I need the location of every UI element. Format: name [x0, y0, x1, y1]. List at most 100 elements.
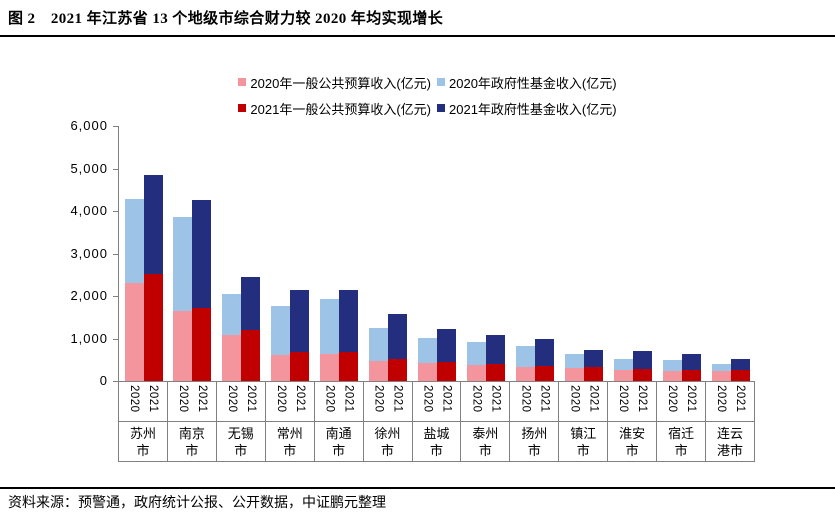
y-axis-tick [113, 253, 119, 255]
year-label-2021: 2021 [587, 385, 600, 413]
legend-swatch-budget-2021 [238, 104, 247, 112]
segment-budget-2020-镇江市 [564, 368, 584, 381]
bar-group-淮安市 [608, 126, 657, 381]
segment-fund-2020-连云港市 [711, 364, 731, 371]
year-label-2020: 2020 [715, 385, 728, 413]
plot-area [113, 126, 755, 382]
bar-2021-淮安市 [632, 350, 652, 381]
city-label-连云港市: 连云港市 [717, 426, 744, 458]
y-axis-label-2000: 2,000 [70, 288, 108, 303]
category-axis: 2020 2021 2020 2021 2020 2021 2020 2021 2020 2021… [118, 382, 755, 462]
year-label-2020: 2020 [519, 385, 532, 413]
year-label-2020: 2020 [225, 385, 238, 413]
y-axis-label-4000: 4,000 [70, 203, 108, 218]
legend-label-fund-2021: 2021年政府性基金收入(亿元) [449, 101, 617, 117]
year-cell-连云港市: 2020 2021 [706, 382, 755, 422]
bar-group-南通市 [315, 126, 364, 381]
segment-budget-2021-南京市 [192, 307, 212, 381]
segment-budget-2021-常州市 [290, 352, 310, 381]
bar-2020-南京市 [173, 216, 193, 381]
segment-fund-2021-无锡市 [241, 277, 261, 330]
segment-budget-2021-淮安市 [632, 369, 652, 381]
year-label-2021: 2021 [391, 385, 404, 413]
city-cell-常州市: 常州市 [265, 422, 315, 462]
year-label-2021: 2021 [734, 385, 747, 413]
city-cell-苏州市: 苏州市 [119, 422, 168, 462]
bar-group-连云港市 [706, 126, 755, 381]
bar-2021-无锡市 [241, 277, 261, 381]
bar-2020-盐城市 [418, 337, 438, 381]
legend-label-budget-2020: 2020年一般公共预算收入(亿元) [250, 75, 431, 91]
city-label-扬州市: 扬州市 [521, 426, 548, 458]
year-label-2021: 2021 [440, 385, 453, 413]
segment-fund-2020-扬州市 [515, 345, 535, 368]
segment-fund-2021-南京市 [192, 200, 212, 308]
year-label-2020: 2020 [176, 385, 189, 413]
year-cell-淮安市: 2020 2021 [608, 382, 658, 422]
bar-2020-扬州市 [515, 345, 535, 381]
year-cell-常州市: 2020 2021 [265, 382, 315, 422]
year-label-2021: 2021 [147, 385, 159, 413]
title-divider-line [0, 35, 835, 37]
segment-budget-2020-淮安市 [613, 370, 633, 381]
bar-group-苏州市 [119, 126, 168, 381]
city-label-镇江市: 镇江市 [570, 426, 597, 458]
segment-fund-2021-扬州市 [534, 338, 554, 367]
legend-row-2021: 2021年一般公共预算收入(亿元) 2021年政府性基金收入(亿元) [20, 95, 835, 121]
city-label-盐城市: 盐城市 [423, 426, 450, 458]
bar-2021-扬州市 [534, 338, 554, 381]
legend-swatch-fund-2021 [437, 104, 445, 112]
year-label-2020: 2020 [372, 385, 385, 413]
bar-2020-苏州市 [124, 198, 144, 381]
segment-fund-2020-无锡市 [222, 293, 242, 336]
year-label-2021: 2021 [244, 385, 257, 413]
year-cell-镇江市: 2020 2021 [559, 382, 609, 422]
source-divider-line [0, 487, 835, 489]
segment-budget-2020-泰州市 [466, 365, 486, 381]
y-axis-label-1000: 1,000 [70, 330, 108, 346]
bar-group-扬州市 [510, 126, 559, 381]
city-label-常州市: 常州市 [276, 426, 303, 458]
year-cell-南京市: 2020 2021 [167, 382, 217, 422]
legend-label-fund-2020: 2020年政府性基金收入(亿元) [449, 75, 617, 91]
segment-budget-2020-无锡市 [222, 335, 242, 381]
year-label-2020: 2020 [470, 385, 483, 413]
year-cell-苏州市: 2020 2021 [119, 382, 168, 422]
legend-swatch-budget-2020 [238, 78, 247, 86]
year-label-2020: 2020 [568, 385, 581, 413]
segment-budget-2020-宿迁市 [662, 371, 682, 381]
year-label-2021: 2021 [685, 385, 698, 413]
year-label-2021: 2021 [636, 385, 649, 413]
legend-swatch-fund-2020 [437, 78, 445, 86]
bar-2021-镇江市 [583, 350, 603, 381]
segment-budget-2021-盐城市 [437, 361, 457, 381]
segment-budget-2021-徐州市 [388, 358, 408, 381]
legend-item-fund-2021: 2021年政府性基金收入(亿元) [437, 99, 617, 118]
segment-fund-2020-宿迁市 [662, 359, 682, 372]
city-label-row: 苏州市 南京市 无锡市 常州市 南通市 徐州市 盐城市 泰州市 扬州市 镇江市 淮安市 宿迁市 连云港市 [118, 422, 755, 462]
city-label-无锡市: 无锡市 [227, 426, 254, 458]
segment-fund-2020-泰州市 [466, 341, 486, 366]
bar-2020-南通市 [320, 298, 340, 382]
city-cell-连云港市: 连云港市 [706, 422, 755, 462]
segment-budget-2021-宿迁市 [681, 370, 701, 381]
city-label-淮安市: 淮安市 [619, 426, 646, 458]
segment-fund-2020-盐城市 [418, 337, 438, 364]
segment-budget-2021-南通市 [339, 351, 359, 381]
year-cell-无锡市: 2020 2021 [216, 382, 266, 422]
bar-2020-连云港市 [711, 364, 731, 381]
bar-2021-苏州市 [143, 174, 163, 381]
bar-2020-淮安市 [613, 358, 633, 381]
year-label-2021: 2021 [489, 385, 502, 413]
city-cell-扬州市: 扬州市 [510, 422, 560, 462]
legend-item-fund-2020: 2020年政府性基金收入(亿元) [437, 73, 617, 92]
segment-fund-2021-淮安市 [632, 350, 652, 369]
year-cell-盐城市: 2020 2021 [412, 382, 462, 422]
y-axis-tick [113, 338, 119, 340]
bar-2021-南通市 [339, 290, 359, 381]
y-axis-tick [113, 211, 119, 212]
bar-2021-徐州市 [388, 314, 408, 381]
bar-2021-盐城市 [437, 329, 457, 381]
segment-budget-2020-常州市 [271, 354, 291, 381]
year-label-2020: 2020 [666, 385, 679, 413]
